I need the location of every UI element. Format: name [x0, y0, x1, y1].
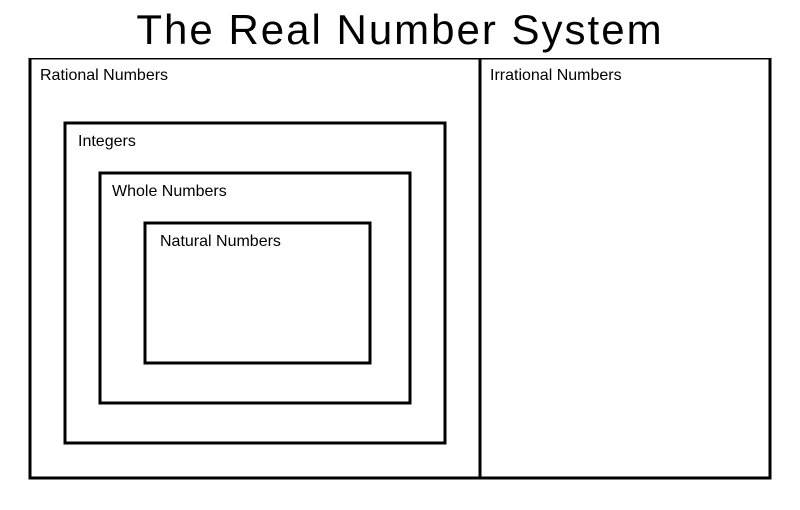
integers-label: Integers [78, 133, 136, 150]
whole-label: Whole Numbers [112, 183, 227, 200]
page-title: The Real Number System [0, 6, 800, 54]
integers-box [65, 123, 445, 443]
rational-label: Rational Numbers [40, 67, 168, 84]
outer-box [30, 58, 770, 478]
irrational-label: Irrational Numbers [490, 67, 622, 84]
number-system-diagram: Rational Numbers Irrational Numbers Inte… [0, 58, 800, 498]
natural-label: Natural Numbers [160, 233, 281, 250]
